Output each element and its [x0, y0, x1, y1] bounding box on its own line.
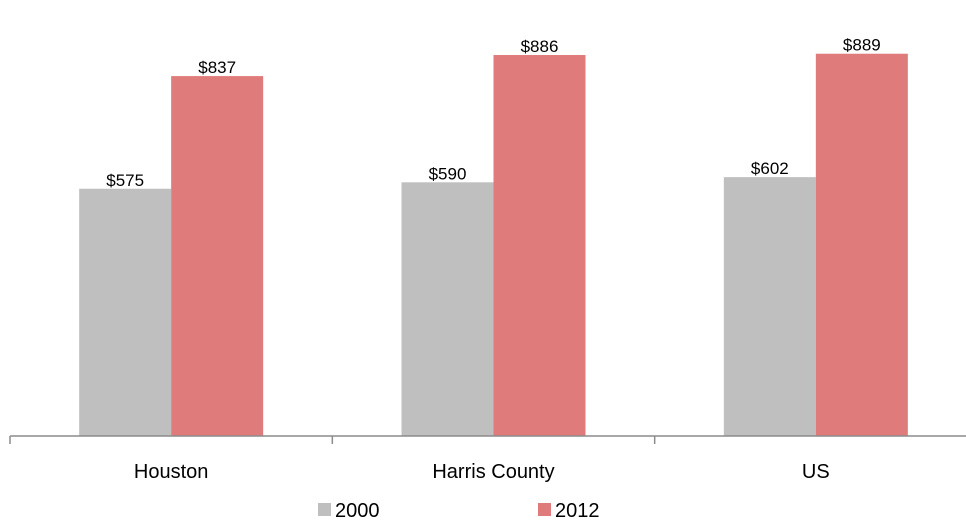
bar-2000-houston [79, 188, 172, 436]
legend: 2000 2012 [318, 500, 600, 522]
bars-layer [79, 53, 908, 437]
legend-label-2012: 2012 [555, 500, 600, 522]
data-labels-layer: $575 $837 $590 $886 $602 $889 [106, 36, 880, 190]
data-label-2000-us: $602 [751, 159, 789, 178]
bar-2000-us [723, 177, 816, 436]
legend-swatch-2012 [538, 503, 551, 516]
category-label-houston: Houston [134, 461, 209, 483]
data-label-2000-harris-county: $590 [429, 164, 467, 183]
x-axis: Houston Harris County US [9, 435, 966, 483]
bar-2012-harris-county [493, 55, 586, 437]
legend-label-2000: 2000 [335, 500, 380, 522]
data-label-2012-harris-county: $886 [521, 37, 559, 56]
data-label-2012-houston: $837 [198, 58, 236, 77]
bar-2000-harris-county [401, 182, 494, 436]
category-label-harris-county: Harris County [432, 461, 554, 483]
legend-swatch-2000 [318, 503, 331, 516]
bar-2012-us [815, 53, 908, 436]
category-label-us: US [802, 461, 830, 483]
data-label-2000-houston: $575 [106, 171, 144, 190]
bar-2012-houston [171, 76, 264, 436]
data-label-2012-us: $889 [843, 36, 881, 55]
